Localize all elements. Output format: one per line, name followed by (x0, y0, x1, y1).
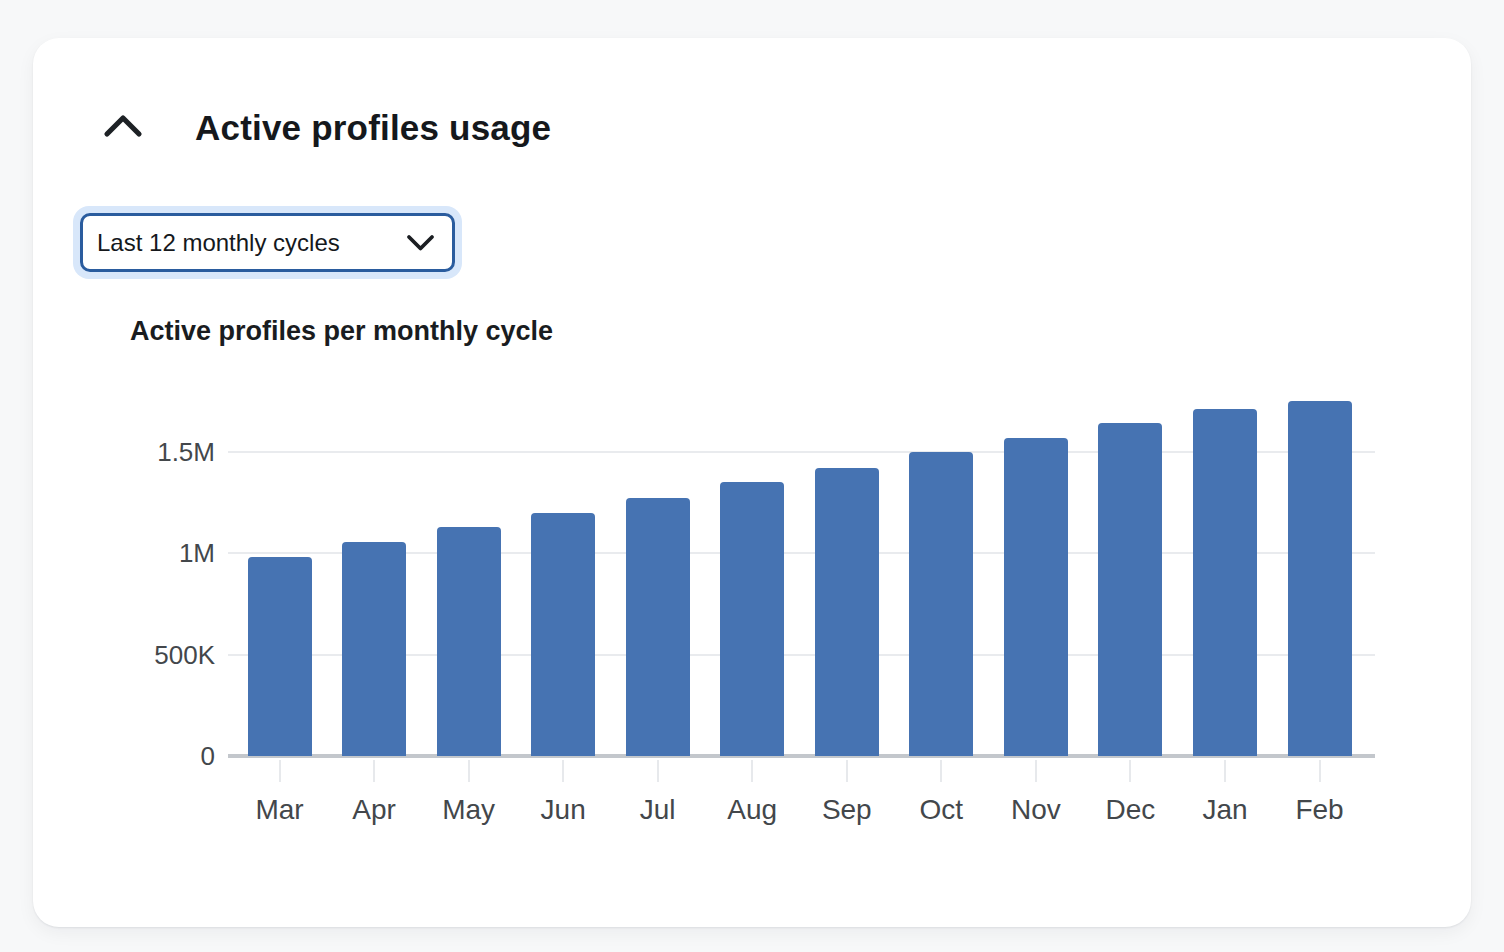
bar-nov (1004, 438, 1068, 756)
cycle-filter-dropdown[interactable]: Last 12 monthly cycles (80, 213, 455, 272)
plot-area (228, 376, 1375, 756)
x-axis-tick (1035, 760, 1037, 782)
x-axis-label: Feb (1250, 792, 1390, 828)
x-axis-tick (468, 760, 470, 782)
chevron-up-icon (102, 111, 144, 141)
x-axis-tick (846, 760, 848, 782)
collapse-section-button[interactable] (95, 104, 151, 148)
bar-feb (1288, 401, 1352, 756)
active-profiles-usage-card: Active profiles usage Last 12 monthly cy… (33, 38, 1471, 927)
bar-mar (248, 557, 312, 756)
section-title: Active profiles usage (195, 108, 551, 148)
x-axis-tick (279, 760, 281, 782)
y-axis-tick-label: 1M (91, 536, 215, 570)
bar-aug (720, 482, 784, 756)
x-axis-tick (1129, 760, 1131, 782)
x-axis-tick (373, 760, 375, 782)
cycle-filter-value: Last 12 monthly cycles (97, 229, 340, 257)
y-axis-tick-label: 500K (91, 638, 215, 672)
chevron-down-icon (405, 233, 436, 253)
bar-sep (815, 468, 879, 756)
x-axis-tick (657, 760, 659, 782)
x-axis: MarAprMayJunJulAugSepOctNovDecJanFeb (228, 792, 1375, 836)
bar-may (437, 527, 501, 756)
bar-apr (342, 542, 406, 756)
x-axis-tick (751, 760, 753, 782)
x-axis-tick (562, 760, 564, 782)
x-axis-tick (1224, 760, 1226, 782)
x-axis-tick (940, 760, 942, 782)
y-axis-tick-label: 0 (91, 739, 215, 773)
bar-oct (909, 452, 973, 756)
bar-jul (626, 498, 690, 756)
page: { "theme": { "page_background": "#f7f8f9… (0, 0, 1504, 952)
y-axis: 0500K1M1.5M (91, 376, 215, 756)
bar-jun (531, 513, 595, 756)
chart-title: Active profiles per monthly cycle (130, 316, 553, 347)
cycle-filter-focus-ring: Last 12 monthly cycles (73, 206, 462, 279)
x-axis-tick (1319, 760, 1321, 782)
y-axis-tick-label: 1.5M (91, 435, 215, 469)
bar-jan (1193, 409, 1257, 756)
bar-dec (1098, 423, 1162, 756)
